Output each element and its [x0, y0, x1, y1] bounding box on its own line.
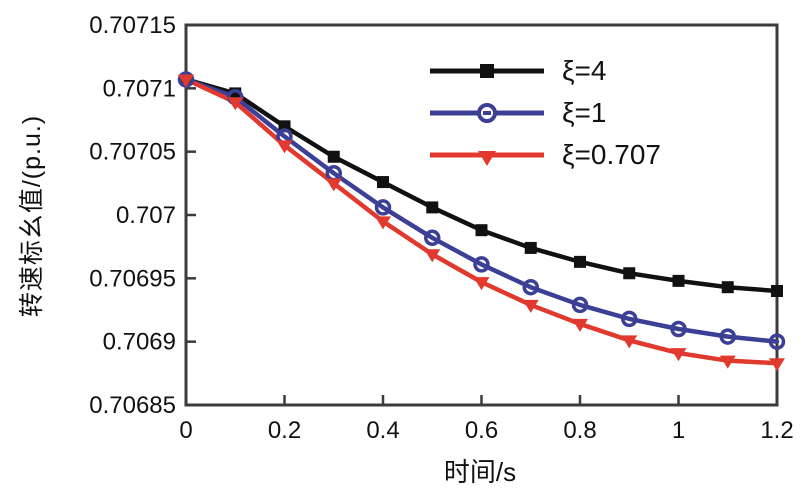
square-marker — [377, 176, 389, 189]
x-tick-label: 0 — [179, 417, 192, 444]
x-axis-title: 时间/s — [443, 457, 517, 487]
legend-item-xi-0707: ξ=0.707 — [428, 140, 661, 170]
legend-label: ξ=4 — [562, 55, 607, 86]
y-tick-label: 0.7071 — [103, 75, 176, 102]
triangle-marker — [621, 335, 638, 349]
triangle-marker — [769, 358, 785, 372]
legend-sample-circle-marker-icon — [430, 103, 544, 123]
triangle-marker — [424, 249, 441, 263]
triangle-marker — [719, 355, 736, 369]
x-tick-label: 0.4 — [366, 417, 399, 444]
square-marker — [574, 255, 586, 268]
y-tick-label: 0.70695 — [89, 265, 176, 292]
circle-marker — [621, 310, 638, 328]
y-axis-title: 转速标幺值/(p.u.) — [18, 114, 46, 318]
circle-marker — [522, 278, 539, 296]
x-tick-label: 1.2 — [760, 417, 793, 444]
square-marker — [327, 150, 340, 163]
triangle-marker — [325, 178, 342, 192]
triangle-marker — [572, 318, 588, 332]
square-marker — [524, 241, 537, 254]
square-marker — [721, 281, 734, 294]
x-tick-label: 0.6 — [465, 417, 498, 444]
x-tick-label: 1 — [672, 417, 685, 444]
y-tick-label: 0.70705 — [89, 139, 176, 166]
square-marker — [771, 285, 783, 297]
triangle-marker — [522, 299, 539, 313]
square-marker — [623, 267, 636, 280]
legend-label: ξ=0.707 — [562, 139, 661, 170]
triangle-marker — [670, 348, 687, 362]
circle-marker — [424, 229, 441, 247]
legend-item-xi-4: ξ=4 — [428, 56, 661, 86]
y-tick-label: 0.70715 — [89, 12, 176, 39]
y-tick-label: 0.707 — [116, 202, 176, 229]
legend-label: ξ=1 — [562, 97, 607, 128]
legend-item-xi-1: ξ=1 — [428, 98, 661, 128]
series-line — [183, 77, 780, 344]
circle-marker — [374, 199, 392, 216]
triangle-marker — [227, 97, 244, 111]
triangle-marker — [473, 277, 490, 291]
y-tick-label: 0.70685 — [89, 392, 176, 419]
triangle-marker — [375, 216, 391, 230]
legend-sample-square-marker-icon — [430, 64, 544, 78]
circle-marker — [719, 328, 736, 345]
circle-marker — [473, 256, 490, 273]
square-marker — [426, 201, 439, 214]
y-tick-label: 0.7069 — [103, 329, 176, 356]
triangle-marker — [178, 74, 194, 88]
triangle-marker — [276, 140, 293, 154]
square-marker — [475, 224, 488, 237]
square-marker — [672, 274, 685, 287]
x-tick-label: 0.2 — [268, 417, 301, 444]
legend-sample-triangle-marker-icon — [430, 151, 544, 166]
circle-marker — [670, 320, 687, 338]
x-tick-label: 0.8 — [563, 417, 596, 444]
circle-marker — [571, 296, 589, 314]
circle-marker — [768, 333, 786, 350]
legend: ξ=4 ξ=1 ξ=0.707 — [428, 56, 661, 182]
